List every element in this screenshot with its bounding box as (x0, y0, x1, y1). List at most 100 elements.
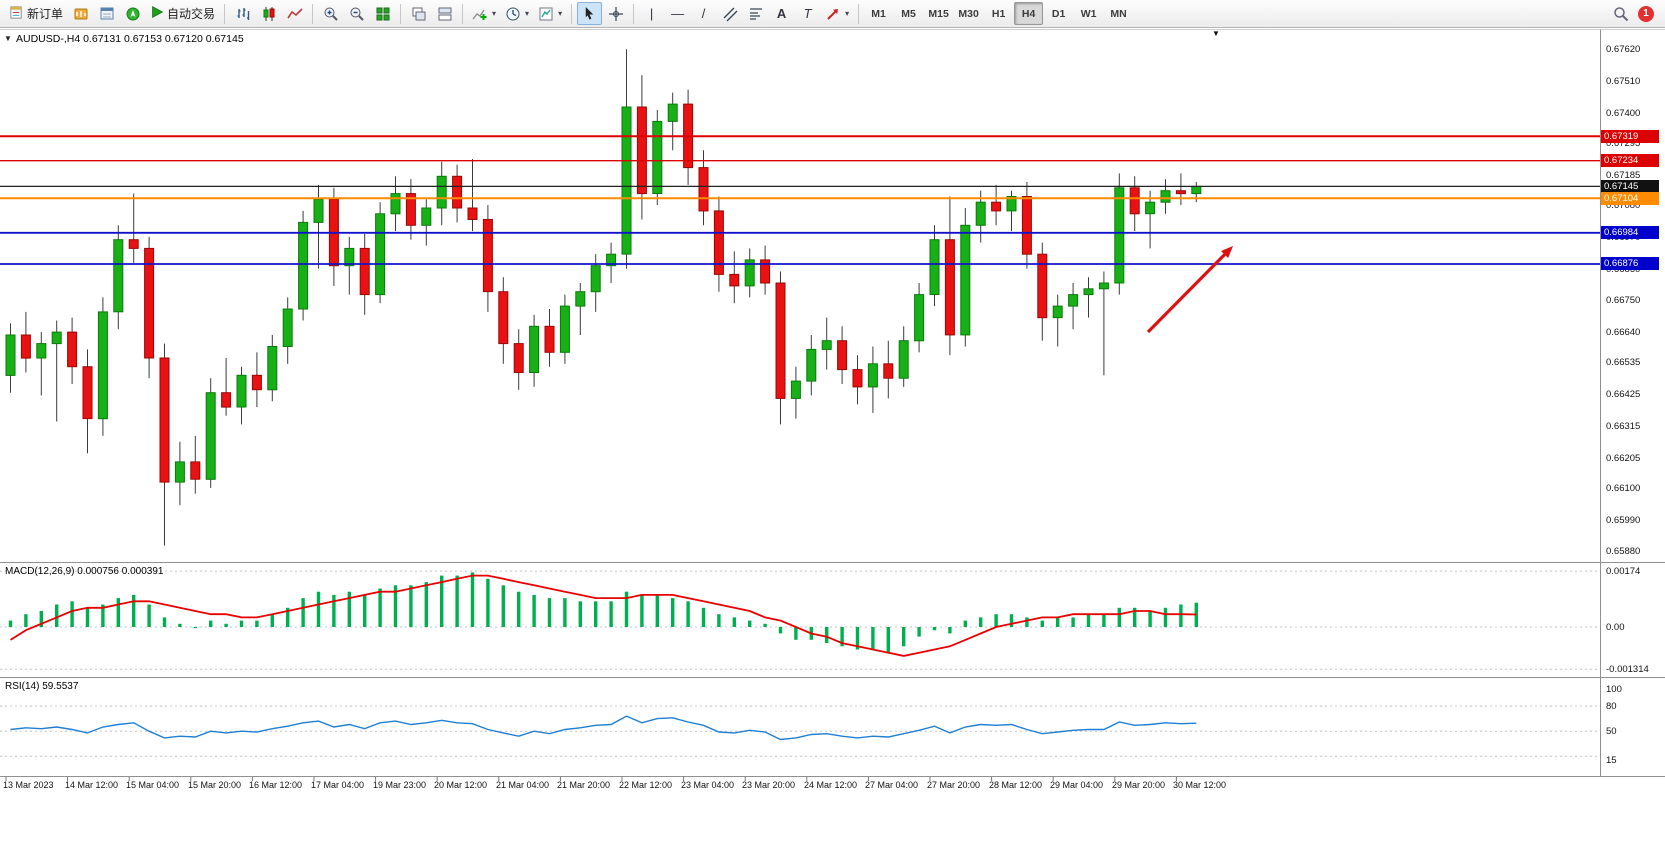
candlestick-chart-button[interactable] (256, 2, 281, 25)
time-tick: 24 Mar 12:00 (804, 780, 858, 790)
timeframe-button-W1[interactable]: W1 (1080, 7, 1097, 20)
channel-tool-button[interactable] (717, 2, 742, 25)
horizontal-line-icon: — (671, 6, 685, 21)
rsi-axis-tick: 100 (1606, 684, 1622, 695)
macd-panel-title: MACD(12,26,9) 0.000756 0.000391 (5, 566, 164, 577)
search-icon (1613, 6, 1628, 21)
arrows-tool-button[interactable]: ▾ (821, 2, 853, 25)
zoom-out-icon (350, 7, 364, 21)
chart-collapse-icon[interactable]: ▼ (4, 34, 12, 43)
timeframe-button-H1[interactable]: H1 (991, 7, 1006, 20)
data-window-icon (100, 7, 114, 19)
time-tick: 29 Mar 20:00 (1112, 780, 1166, 790)
timeframe-button-M5[interactable]: M5 (901, 7, 916, 20)
macd-axis-tick: -0.001314 (1606, 664, 1649, 675)
timeframe-button-MN[interactable]: MN (1110, 7, 1127, 20)
vertical-line-icon: | (649, 6, 654, 21)
time-tick: 23 Mar 20:00 (742, 780, 796, 790)
indicators-icon (472, 9, 487, 20)
timeframe-button-M15[interactable]: M15 (928, 7, 949, 20)
macd-axis-tick: 0.00 (1606, 622, 1625, 633)
toolbar-separator (400, 3, 402, 24)
price-tick: 0.65990 (1606, 515, 1641, 526)
toolbar-separator (633, 3, 635, 24)
fibonacci-tool-button[interactable] (743, 2, 768, 25)
timeframe-button-D1[interactable]: D1 (1051, 7, 1066, 20)
zoom-in-button[interactable] (318, 2, 343, 25)
navigator-icon (126, 7, 140, 20)
time-tick: 15 Mar 04:00 (126, 780, 180, 790)
toolbar-separator (858, 3, 860, 24)
periods-button[interactable]: ▾ (501, 2, 533, 25)
price-tick: 0.66100 (1606, 483, 1641, 494)
time-tick: 30 Mar 12:00 (1173, 780, 1227, 790)
price-tag: 0.67234 (1601, 154, 1659, 167)
text-tool-icon: A (776, 6, 787, 21)
timeframe-button-H4[interactable]: H4 (1014, 2, 1044, 25)
candlestick-chart-icon (263, 6, 275, 21)
navigator-button[interactable] (120, 2, 145, 25)
price-tag: 0.67145 (1601, 180, 1659, 193)
timeframe-button-M30[interactable]: M30 (958, 7, 979, 20)
main-chart-plot-area[interactable] (0, 29, 1600, 562)
text-tool-button[interactable]: A (769, 2, 794, 25)
price-tick: 0.67080 (1606, 200, 1641, 211)
auto-trading-button[interactable]: 自动交易 (146, 2, 219, 25)
cursor-button[interactable] (577, 2, 603, 25)
rsi-panel-area[interactable] (0, 678, 1600, 776)
data-window-button[interactable] (94, 2, 119, 25)
tile-windows-icon (376, 7, 390, 20)
time-tick: 27 Mar 20:00 (927, 780, 981, 790)
price-tag: 0.67104 (1601, 192, 1659, 205)
bar-chart-button[interactable] (230, 2, 255, 25)
time-tick: 21 Mar 04:00 (496, 780, 550, 790)
zoom-out-button[interactable] (344, 2, 369, 25)
macd-panel-area[interactable] (0, 563, 1600, 677)
price-tick: 0.66750 (1606, 295, 1641, 306)
price-tick: 0.66640 (1606, 327, 1641, 338)
label-tool-button[interactable]: T (795, 2, 820, 25)
timeframe-button-M1[interactable]: M1 (871, 7, 886, 20)
chart-symbol-header: AUDUSD-,H4 0.67131 0.67153 0.67120 0.671… (16, 33, 244, 45)
bar-chart-icon (237, 7, 249, 20)
time-tick: 13 Mar 2023 (3, 780, 54, 790)
cascade-windows-button[interactable] (406, 2, 431, 25)
dropdown-caret-icon: ▾ (525, 9, 530, 18)
indicators-button[interactable]: ▾ (468, 2, 500, 25)
toolbar-separator (224, 3, 226, 24)
tile-windows-button[interactable] (370, 2, 395, 25)
time-tick: 16 Mar 12:00 (249, 780, 303, 790)
crosshair-button[interactable] (603, 2, 628, 25)
horizontal-line-tool-button[interactable]: — (665, 2, 690, 25)
price-tick: 0.66315 (1606, 421, 1641, 432)
new-order-button[interactable]: 新订单 (5, 2, 67, 25)
cursor-icon (585, 6, 594, 20)
dropdown-caret-icon: ▾ (558, 9, 563, 18)
rsi-panel-title: RSI(14) 59.5537 (5, 681, 79, 692)
time-tick: 22 Mar 12:00 (619, 780, 673, 790)
vertical-line-tool-button[interactable]: | (639, 2, 664, 25)
time-tick: 21 Mar 20:00 (557, 780, 611, 790)
fibonacci-icon (749, 7, 762, 20)
line-chart-button[interactable] (282, 2, 307, 25)
new-order-icon (9, 5, 24, 23)
time-tick: 20 Mar 12:00 (434, 780, 488, 790)
templates-button[interactable]: ▾ (534, 2, 566, 25)
template-icon (539, 7, 553, 20)
main-toolbar: 新订单 自动交易 (0, 0, 1665, 28)
arrow-shapes-icon (827, 8, 839, 20)
arrange-windows-button[interactable] (432, 2, 457, 25)
trendline-tool-button[interactable]: / (691, 2, 716, 25)
price-tag: 0.66984 (1601, 226, 1659, 239)
market-watch-button[interactable] (68, 2, 93, 25)
cascade-windows-icon (412, 7, 426, 20)
auto-trading-label: 自动交易 (167, 7, 216, 21)
auto-trading-icon (150, 5, 164, 22)
clock-icon (506, 7, 520, 20)
trendline-icon: / (701, 6, 706, 21)
rsi-axis-tick: 80 (1606, 701, 1617, 712)
search-button[interactable] (1608, 2, 1633, 25)
notification-badge[interactable]: 1 (1638, 5, 1654, 22)
price-tick: 0.67510 (1606, 76, 1641, 87)
